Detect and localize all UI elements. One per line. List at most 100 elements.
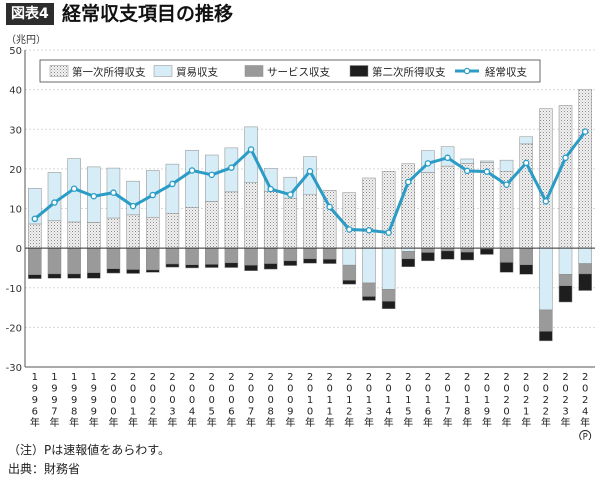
bar-segment <box>322 247 337 260</box>
bar-segment <box>421 247 435 253</box>
bar-segment <box>47 273 62 279</box>
current-account-point <box>346 226 353 233</box>
legend-line-marker <box>463 67 471 75</box>
bar-segment <box>342 279 357 285</box>
bar-segment <box>204 264 219 268</box>
bar-segment <box>165 213 180 249</box>
current-account-point <box>208 171 215 179</box>
bar-segment <box>185 150 199 208</box>
bar-segment <box>204 201 219 249</box>
bar-segment <box>165 163 180 214</box>
bar-segment <box>303 156 317 195</box>
figure-badge: 図表4 <box>6 3 54 25</box>
bar-segment <box>421 252 435 262</box>
bar-segment <box>460 251 474 261</box>
bar-segment <box>87 247 101 273</box>
legend-label: 経常収支 <box>485 66 527 79</box>
bar-segment <box>558 105 573 249</box>
chart-title: 経常収支項目の推移 <box>62 3 234 25</box>
current-account-point <box>306 168 314 175</box>
y-tick-label: 50 <box>9 46 22 57</box>
bar-segment <box>362 247 376 284</box>
bar-segment <box>539 309 553 332</box>
legend-label: 貿易収支 <box>176 67 218 79</box>
bar-segment <box>381 247 396 290</box>
bar-segment <box>401 258 416 267</box>
bar-segment <box>460 158 474 164</box>
bar-segment <box>185 247 199 266</box>
y-tick-label: 30 <box>9 125 22 136</box>
current-account-point <box>542 198 550 205</box>
bar-segment <box>224 191 239 249</box>
bar-segment <box>342 247 357 266</box>
current-account-point <box>51 199 58 206</box>
current-account-point <box>70 185 78 192</box>
bar-segment <box>342 192 357 249</box>
bar-segment <box>322 258 337 264</box>
bar-segment <box>362 282 376 297</box>
source-note: 出典：財務省 <box>8 462 81 476</box>
bar-segment <box>519 264 533 275</box>
bar-segment <box>87 222 101 249</box>
bars <box>28 88 592 342</box>
bar-segment <box>381 300 396 310</box>
bar-segment <box>440 250 455 260</box>
legend-label: サービス収支 <box>267 67 330 79</box>
bar-segment <box>126 214 140 249</box>
bar-segment <box>401 251 416 260</box>
current-account-point <box>110 189 117 196</box>
bar-segment <box>263 263 278 270</box>
legend-swatch <box>349 65 369 77</box>
y-tick-label: 20 <box>9 165 22 176</box>
current-account-point <box>483 168 491 175</box>
current-account-point <box>287 191 294 198</box>
bar-segment <box>362 177 376 249</box>
legend-swatch <box>244 65 264 77</box>
bar-segment <box>342 264 357 281</box>
bar-segment <box>578 88 592 249</box>
current-account-point <box>31 215 39 223</box>
preliminary-marker-circle <box>579 430 592 440</box>
current-account-point <box>365 227 373 234</box>
bar-segment <box>244 247 258 266</box>
bar-segment <box>204 247 219 265</box>
current-account-point <box>424 160 432 167</box>
bar-segment <box>362 296 376 301</box>
bar-segment <box>578 247 592 264</box>
bar-segment <box>558 285 573 303</box>
current-account-point <box>326 203 333 211</box>
line-series <box>31 128 589 236</box>
bar-segment <box>204 154 219 202</box>
bar-segment <box>47 172 62 222</box>
bar-segment <box>185 264 199 269</box>
chart-header: 図表4 経常収支項目の推移 <box>0 0 600 30</box>
bar-segment <box>539 108 553 249</box>
bar-segment <box>381 289 396 302</box>
bar-segment <box>165 263 180 268</box>
bar-segment <box>578 273 592 291</box>
bar-segment <box>126 247 140 270</box>
bar-segment <box>106 268 121 274</box>
current-account-point <box>90 192 98 200</box>
legend: 第一次所得収支 貿易収支 サービス収支 第二次所得収支 経常収支 <box>39 59 541 83</box>
legend-label: 第一次所得収支 <box>72 66 146 79</box>
bar-segment <box>263 247 278 264</box>
current-account-point <box>522 159 530 167</box>
bar-segment <box>539 331 553 342</box>
footnote: （注）Pは速報値をあらわす。 <box>8 443 171 457</box>
